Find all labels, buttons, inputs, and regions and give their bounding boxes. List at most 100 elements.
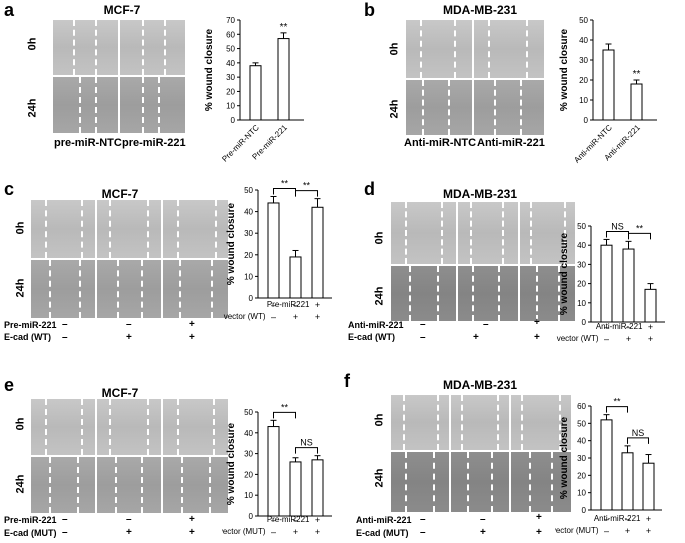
- row2-sign: +: [315, 312, 320, 322]
- y-tick-label: 0: [582, 318, 587, 327]
- row2-sign: +: [625, 526, 630, 536]
- y-tick-label: 40: [244, 429, 253, 438]
- condition-label: E-cad (MUT): [356, 528, 409, 538]
- y-tick-label: 30: [226, 73, 235, 82]
- y-tick-label: 10: [579, 96, 588, 105]
- bar: [311, 206, 324, 299]
- y-tick-label: 20: [577, 471, 586, 480]
- bar-chart-f: 0 10 20 30 40 50 60 % wound closure – – – + + + Anti-m…: [555, 397, 662, 536]
- wound-image: [510, 451, 572, 513]
- row2-sign: +: [648, 334, 653, 344]
- row1-label: Anti-miR-221: [594, 514, 641, 523]
- bar: [642, 462, 655, 511]
- wound-image: [52, 76, 119, 134]
- bar: [249, 65, 262, 121]
- sign: –: [480, 514, 486, 525]
- significance-label: **: [613, 397, 621, 407]
- row2-label: E-cad vector (WT): [555, 334, 599, 343]
- wound-image: [96, 456, 162, 514]
- condition-label: E-cad (WT): [4, 332, 51, 342]
- row2-sign: +: [293, 312, 298, 322]
- wound-image: [450, 451, 510, 513]
- wound-image: [405, 19, 473, 79]
- condition-label: Anti-miR-221: [348, 320, 404, 330]
- wound-image: [119, 76, 186, 134]
- bar-chart-d: 0 10 20 30 40 50 % wound closure – – – + + + Anti-miR…: [555, 221, 665, 344]
- y-tick-label: 0: [582, 506, 587, 515]
- wound-image: [96, 398, 162, 456]
- panel-b-label: b: [364, 0, 375, 20]
- wound-image: [510, 394, 572, 451]
- row1-sign: –: [271, 515, 276, 525]
- condition-label: E-cad (WT): [348, 332, 395, 342]
- panel-d-row-0h: 0h: [373, 231, 386, 245]
- image-label: Anti-miR-NTC: [404, 137, 477, 149]
- significance-label: **: [280, 22, 288, 33]
- y-tick-label: 0: [249, 512, 254, 521]
- y-axis-label: % wound closure: [204, 28, 215, 111]
- significance-bracket: [295, 190, 318, 197]
- row1-sign: +: [315, 300, 320, 310]
- sign: +: [189, 319, 195, 330]
- sign: –: [126, 514, 132, 525]
- y-tick-label: 50: [577, 419, 586, 428]
- wound-image: [457, 201, 519, 265]
- row2-sign: –: [271, 312, 276, 322]
- bar: [289, 461, 302, 517]
- sign: +: [473, 332, 479, 343]
- bar: [621, 452, 634, 511]
- bar: [644, 288, 657, 323]
- wound-image: [30, 199, 96, 259]
- y-tick-label: 50: [577, 222, 586, 231]
- row2-sign: +: [315, 527, 320, 537]
- significance-bracket: [606, 406, 628, 413]
- row1-sign: +: [648, 322, 653, 332]
- sign: +: [126, 527, 132, 538]
- significance-bracket: [606, 230, 629, 238]
- row1-sign: –: [271, 300, 276, 310]
- panel-c-label: c: [4, 179, 15, 199]
- panel-d-title: MDA-MB-231: [442, 187, 517, 201]
- y-tick-label: 30: [244, 229, 253, 238]
- sign: –: [420, 332, 426, 343]
- wound-image: [450, 394, 510, 451]
- significance-bracket: [628, 232, 651, 240]
- sign: –: [126, 319, 132, 330]
- bar: [289, 256, 302, 299]
- panel-e-row-24h: 24h: [14, 474, 27, 494]
- wound-image: [162, 456, 229, 514]
- wound-image: [473, 19, 545, 79]
- sign: –: [62, 332, 68, 343]
- y-tick-label: 20: [244, 470, 253, 479]
- row1-label: Anti-miR-221: [596, 322, 643, 331]
- significance-bracket: [273, 411, 296, 419]
- row1-sign: +: [646, 514, 651, 524]
- wound-image: [390, 394, 450, 451]
- wound-image: [96, 199, 162, 259]
- wound-image: [519, 201, 576, 265]
- y-tick-label: 30: [579, 56, 588, 65]
- y-tick-label: 40: [244, 208, 253, 217]
- y-tick-label: 30: [577, 260, 586, 269]
- row1-label: Pre-miR221: [267, 515, 310, 524]
- y-axis-label: % wound closure: [559, 28, 570, 111]
- sign: +: [480, 527, 486, 538]
- row2-sign: +: [293, 527, 298, 537]
- y-tick-label: 60: [577, 402, 586, 411]
- image-label: pre-miR-221: [122, 137, 186, 149]
- wound-image: [30, 456, 96, 514]
- y-axis-label: % wound closure: [559, 232, 570, 315]
- wound-image: [162, 398, 229, 456]
- row2-sign: –: [604, 334, 609, 344]
- panel-b-row-24h: 24h: [388, 99, 401, 119]
- y-tick-label: 0: [231, 116, 236, 125]
- panel-b-title: MDA-MB-231: [442, 3, 517, 17]
- y-tick-label: 40: [226, 59, 235, 68]
- row1-label: Pre-miR221: [267, 300, 310, 309]
- sign: +: [534, 317, 540, 328]
- y-tick-label: 40: [579, 36, 588, 45]
- y-axis-label: % wound closure: [226, 202, 237, 285]
